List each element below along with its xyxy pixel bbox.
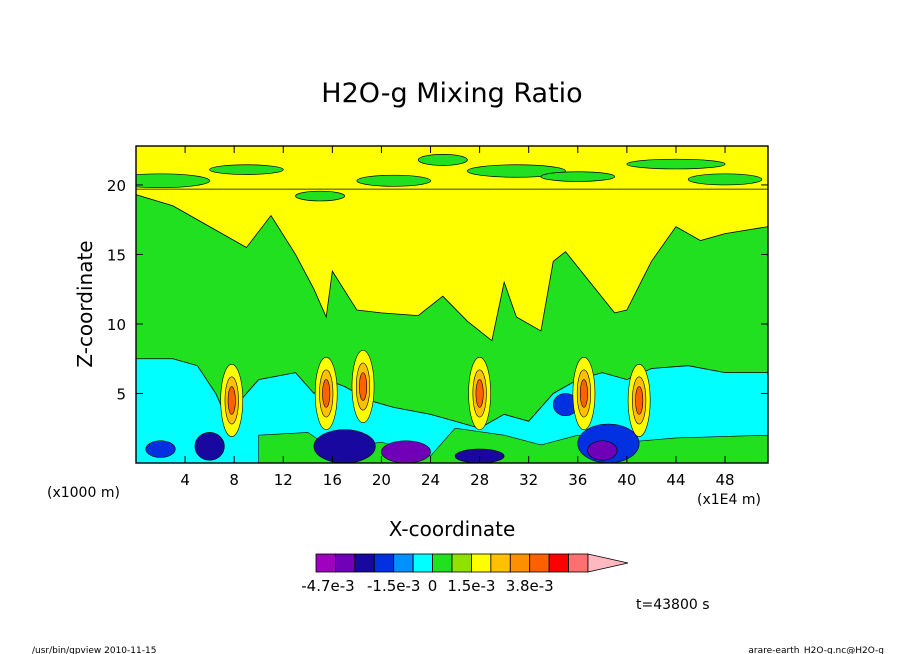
x-tick-label: 16	[323, 471, 342, 489]
y-tick-label: 5	[116, 385, 126, 403]
x-tick-label: 4	[180, 471, 190, 489]
field-streak	[209, 164, 284, 175]
y-axis-ticks: 5 10 15 20	[107, 177, 768, 403]
field-streak	[687, 173, 763, 186]
field-blob	[313, 429, 376, 463]
field-blob	[587, 440, 618, 461]
field-streak	[417, 153, 468, 166]
field-streak	[136, 173, 210, 189]
plot-frame	[135, 145, 769, 464]
colorbar-cell	[568, 553, 589, 573]
contour-field	[136, 146, 768, 463]
field-streak	[466, 164, 566, 178]
x-tick-label: 32	[519, 471, 538, 489]
x-unit-right: (x1E4 m)	[697, 492, 761, 508]
field-streak	[626, 158, 726, 170]
x-tick-label: 12	[274, 471, 293, 489]
colorbar-cell	[412, 553, 433, 573]
footer-right: arare-earth_H2O-g.nc@H2O-g	[748, 646, 884, 654]
colorbar-cell	[432, 553, 453, 573]
colorbar-cell	[548, 553, 569, 573]
x-tick-label: 48	[716, 471, 735, 489]
footer-left: /usr/bin/gpview 2010-11-15	[32, 646, 156, 654]
colorbar-cell	[509, 553, 531, 573]
field-streak	[295, 190, 345, 202]
colorbar-tick-label: -1.5e-3	[367, 577, 420, 595]
x-tick-label: 40	[617, 471, 636, 489]
y-axis-label: Z-coordinate	[73, 240, 97, 367]
field-blob	[194, 432, 225, 461]
field-blob	[381, 440, 431, 463]
plume-core	[579, 379, 588, 408]
x-tick-label: 8	[229, 471, 239, 489]
time-label: t=43800 s	[636, 597, 710, 613]
x-tick-label: 24	[421, 471, 440, 489]
colorbar-tick-label: -4.7e-3	[301, 577, 354, 595]
y-tick-label: 10	[107, 316, 126, 334]
colorbar-cell	[529, 553, 550, 573]
field-blob	[145, 440, 176, 458]
chart-title: H2O-g Mixing Ratio	[321, 78, 582, 109]
colorbar-cell	[393, 553, 414, 573]
plume	[572, 357, 596, 430]
plume	[627, 363, 651, 437]
y-tick-label: 15	[107, 246, 126, 264]
y-tick-label: 20	[107, 177, 126, 195]
x-tick-label: 36	[568, 471, 587, 489]
colorbar-cell	[354, 553, 375, 573]
colorbar-cell	[335, 553, 356, 573]
colorbar-cell	[315, 553, 336, 573]
x-tick-label: 44	[666, 471, 685, 489]
plume	[314, 357, 338, 430]
colorbar-arrow	[587, 553, 629, 573]
plume-core	[227, 386, 236, 415]
colorbar-cell	[490, 553, 511, 573]
plume	[468, 357, 491, 430]
colorbar-cell	[451, 553, 472, 573]
plume	[220, 363, 244, 437]
plume	[351, 350, 375, 423]
colorbar: -4.7e-3 -1.5e-3 0 1.5e-3 3.8e-3	[301, 553, 629, 595]
plume-core	[635, 386, 644, 415]
colorbar-tick-label: 0	[428, 577, 438, 595]
field-streak	[356, 174, 431, 187]
x-tick-label: 20	[372, 471, 391, 489]
field-streak	[540, 171, 615, 182]
colorbar-cell	[471, 553, 492, 573]
x-axis-label: X-coordinate	[389, 517, 516, 541]
colorbar-tick-label: 1.5e-3	[447, 577, 495, 595]
colorbar-cell	[373, 553, 395, 573]
plume-core	[359, 372, 368, 401]
colorbar-tick-label: 3.8e-3	[506, 577, 554, 595]
x-axis-ticks: 4 8 12 16 20 24 28 32 36 40 44 48	[180, 146, 735, 489]
plume-core	[475, 379, 484, 408]
x-tick-label: 28	[470, 471, 489, 489]
x-unit-left: (x1000 m)	[47, 485, 120, 501]
plume-core	[322, 379, 331, 408]
